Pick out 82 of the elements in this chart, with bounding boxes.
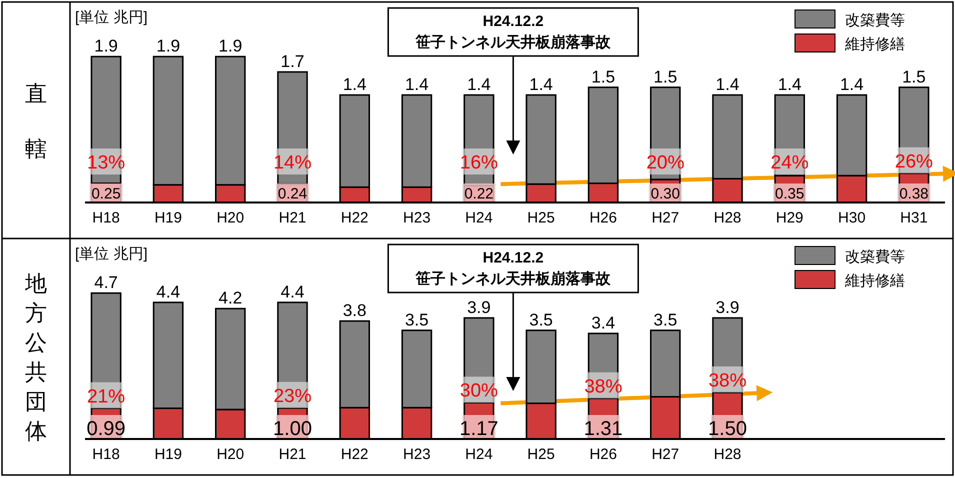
data-label: 0.25 xyxy=(91,186,121,202)
x-tick-label: H29 xyxy=(776,210,804,226)
total-label: 1.5 xyxy=(591,67,616,86)
x-tick-label: H31 xyxy=(900,210,928,226)
y-axis-title: [単位 兆円] xyxy=(75,246,148,262)
callout-box: H24.12.2 笹子トンネル天井板崩落事故 xyxy=(387,7,639,57)
annotation: 21% xyxy=(87,386,126,408)
legend-label: 改築費等 xyxy=(845,12,905,29)
total-label: 1.4 xyxy=(467,74,491,94)
total-label: 1.9 xyxy=(218,36,242,56)
data-label: 1.50 xyxy=(708,418,747,440)
total-label: 3.8 xyxy=(342,301,366,320)
data-label: 1.17 xyxy=(459,418,498,440)
total-label: 1.4 xyxy=(529,74,553,94)
data-label: 0.24 xyxy=(278,186,308,202)
total-label: 1.5 xyxy=(654,67,678,86)
annotation: 16% xyxy=(460,152,498,174)
x-tick-label: H19 xyxy=(154,446,182,463)
annotation: 14% xyxy=(273,152,312,174)
total-label: 4.2 xyxy=(218,288,242,308)
x-tick-label: H22 xyxy=(340,210,368,226)
x-tick-label: H27 xyxy=(652,210,680,226)
callout-box: H24.12.2 笹子トンネル天井板崩落事故 xyxy=(387,244,639,294)
x-tick-label: H27 xyxy=(652,446,680,463)
legend-label: 維持修繕 xyxy=(844,272,905,290)
x-tick-label: H18 xyxy=(92,446,120,463)
total-label: 3.5 xyxy=(529,310,553,330)
x-tick-label: H20 xyxy=(216,210,244,226)
total-label: 3.9 xyxy=(467,298,491,317)
x-tick-label: H18 xyxy=(92,210,120,226)
data-label: 0.35 xyxy=(775,186,804,202)
x-tick-label: H23 xyxy=(403,210,431,226)
annotation: 23% xyxy=(273,386,312,407)
total-label: 1.7 xyxy=(280,52,304,71)
data-label: 0.30 xyxy=(650,186,680,202)
total-label: 4.4 xyxy=(280,282,304,302)
total-label: 1.4 xyxy=(840,74,864,94)
data-label: 0.38 xyxy=(899,186,929,202)
y-axis-title: [単位 兆円] xyxy=(75,9,148,26)
x-tick-label: H26 xyxy=(589,210,617,226)
total-label: 1.4 xyxy=(404,74,429,94)
x-tick-label: H24 xyxy=(465,210,493,226)
annotation: 26% xyxy=(894,151,934,172)
annotation: 13% xyxy=(87,152,126,174)
x-tick-label: H26 xyxy=(589,446,617,463)
data-label: 1.31 xyxy=(584,418,623,440)
total-label: 3.9 xyxy=(716,298,740,317)
data-label: 1.00 xyxy=(273,418,312,440)
total-label: 4.4 xyxy=(156,282,180,302)
x-tick-label: H25 xyxy=(527,446,555,463)
total-label: 1.9 xyxy=(156,36,180,56)
total-label: 3.5 xyxy=(654,310,678,330)
total-label: 3.5 xyxy=(404,310,429,330)
legend-label: 改築費等 xyxy=(845,248,905,266)
data-label: 0.22 xyxy=(464,186,494,202)
total-label: 1.4 xyxy=(716,74,740,94)
annotation: 30% xyxy=(460,380,498,402)
x-tick-label: H24 xyxy=(465,446,493,463)
x-tick-label: H23 xyxy=(403,446,431,463)
x-tick-label: H22 xyxy=(340,446,368,463)
x-tick-label: H19 xyxy=(154,210,182,226)
legend-label: 維持修繕 xyxy=(844,36,905,53)
x-tick-label: H21 xyxy=(278,446,306,463)
x-tick-label: H20 xyxy=(216,446,244,463)
chart-title: 直轄 xyxy=(25,80,47,161)
annotation: 38% xyxy=(584,376,622,398)
x-tick-label: H30 xyxy=(838,210,866,226)
total-label: 1.4 xyxy=(778,74,802,94)
annotation: 24% xyxy=(770,152,809,174)
total-label: 3.4 xyxy=(591,313,616,332)
x-tick-label: H25 xyxy=(527,210,555,226)
x-tick-label: H21 xyxy=(278,210,306,226)
annotation: 20% xyxy=(646,152,684,174)
total-label: 1.4 xyxy=(342,74,366,94)
text: 地方公共団体 xyxy=(24,271,47,444)
total-label: 4.7 xyxy=(94,273,118,292)
data-label: 0.99 xyxy=(86,418,126,440)
x-tick-label: H28 xyxy=(714,446,742,463)
total-label: 1.5 xyxy=(902,67,926,86)
total-label: 1.9 xyxy=(94,36,118,56)
x-tick-label: H28 xyxy=(714,210,742,226)
annotation: 38% xyxy=(708,370,747,392)
